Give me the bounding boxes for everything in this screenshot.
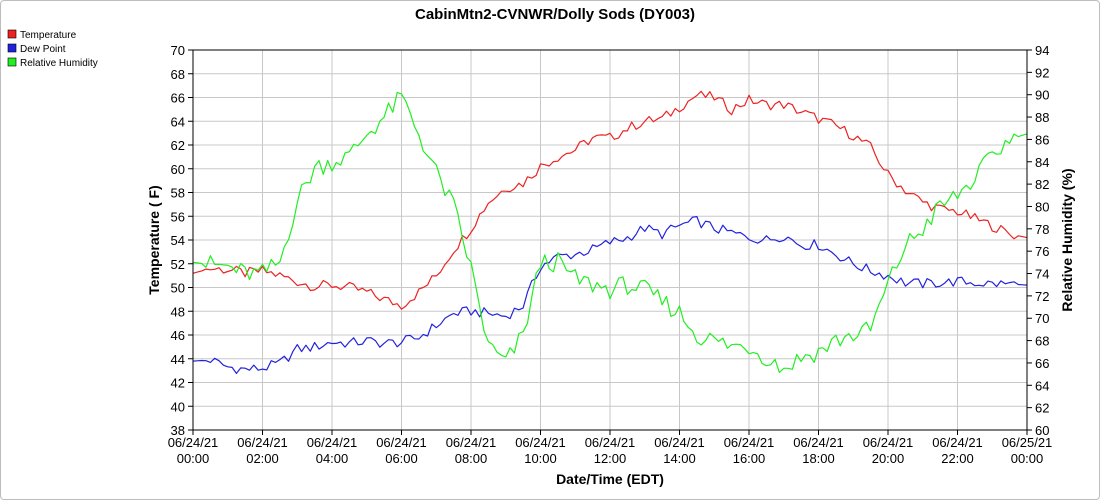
x-tick-time-label: 10:00 xyxy=(524,451,557,466)
legend-swatch xyxy=(7,43,17,53)
x-tick-date-label: 06/24/21 xyxy=(724,435,775,450)
y2-tick-label: 94 xyxy=(1035,43,1049,58)
x-tick-time-label: 20:00 xyxy=(872,451,905,466)
y-axis-title: Temperature ( F) xyxy=(146,185,162,294)
legend-label: Relative Humidity xyxy=(20,58,98,69)
y-tick-label: 38 xyxy=(171,423,185,438)
x-tick-time-label: 00:00 xyxy=(1011,451,1044,466)
y-tick-label: 68 xyxy=(171,67,185,82)
x-tick-date-label: 06/24/21 xyxy=(446,435,497,450)
x-tick-date-label: 06/25/21 xyxy=(1002,435,1053,450)
y-tick-label: 64 xyxy=(171,114,185,129)
x-tick-date-label: 06/24/21 xyxy=(168,435,219,450)
y-tick-label: 46 xyxy=(171,328,185,343)
legend-label: Temperature xyxy=(20,30,77,41)
legend-swatch xyxy=(7,29,17,39)
y-tick-label: 54 xyxy=(171,233,185,248)
y2-tick-label: 74 xyxy=(1035,267,1049,282)
x-tick-time-label: 22:00 xyxy=(941,451,974,466)
series-line-dew-point xyxy=(192,216,1028,374)
y2-tick-label: 86 xyxy=(1035,132,1049,147)
y-tick-label: 60 xyxy=(171,162,185,177)
x-tick-time-label: 00:00 xyxy=(177,451,210,466)
legend-swatch xyxy=(7,57,17,67)
y-tick-label: 58 xyxy=(171,186,185,201)
x-tick-date-label: 06/24/21 xyxy=(585,435,636,450)
x-tick-time-label: 12:00 xyxy=(594,451,627,466)
y2-tick-label: 60 xyxy=(1035,423,1049,438)
grid xyxy=(192,49,1028,431)
x-tick-date-label: 06/24/21 xyxy=(793,435,844,450)
x-tick-date-label: 06/24/21 xyxy=(237,435,288,450)
y-tick-label: 52 xyxy=(171,257,185,272)
y-tick-label: 62 xyxy=(171,138,185,153)
series-line-temperature xyxy=(192,90,1028,310)
x-tick-date-label: 06/24/21 xyxy=(376,435,427,450)
y-tick-label: 48 xyxy=(171,304,185,319)
y2-tick-label: 80 xyxy=(1035,199,1049,214)
y2-tick-label: 76 xyxy=(1035,244,1049,259)
y2-axis-title: Relative Humidity (%) xyxy=(1059,168,1075,311)
y-tick-label: 56 xyxy=(171,209,185,224)
x-tick-time-label: 18:00 xyxy=(802,451,835,466)
y-tick-label: 42 xyxy=(171,376,185,391)
y-tick-label: 50 xyxy=(171,281,185,296)
x-axis-title: Date/Time (EDT) xyxy=(556,471,664,487)
y-tick-label: 70 xyxy=(171,43,185,58)
x-tick-time-label: 14:00 xyxy=(663,451,696,466)
axes: 38 40 42 44 46 48 50 52 54 56 58 60 62 64 66 68 70 60 62 64… xyxy=(168,43,1053,466)
y-tick-label: 40 xyxy=(171,399,185,414)
y2-tick-label: 88 xyxy=(1035,110,1049,125)
legend-label: Dew Point xyxy=(20,44,66,55)
x-tick-time-label: 08:00 xyxy=(455,451,488,466)
y2-tick-label: 82 xyxy=(1035,177,1049,192)
legend: Temperature Dew Point Relative Humidity xyxy=(7,29,98,69)
y2-tick-label: 84 xyxy=(1035,155,1049,170)
y2-tick-label: 90 xyxy=(1035,88,1049,103)
x-tick-date-label: 06/24/21 xyxy=(515,435,566,450)
x-tick-time-label: 06:00 xyxy=(385,451,418,466)
plot-border xyxy=(192,49,1028,431)
chart-title: CabinMtn2-CVNWR/Dolly Sods (DY003) xyxy=(415,6,695,23)
x-tick-time-label: 02:00 xyxy=(246,451,279,466)
y2-tick-label: 92 xyxy=(1035,65,1049,80)
y2-tick-label: 78 xyxy=(1035,222,1049,237)
y2-tick-label: 62 xyxy=(1035,401,1049,416)
x-tick-date-label: 06/24/21 xyxy=(863,435,914,450)
y2-tick-label: 68 xyxy=(1035,334,1049,349)
x-tick-date-label: 06/24/21 xyxy=(654,435,705,450)
series-line-relative-humidity xyxy=(192,91,1028,373)
y2-tick-label: 66 xyxy=(1035,356,1049,371)
y2-tick-label: 72 xyxy=(1035,289,1049,304)
series-group xyxy=(192,90,1028,374)
y-tick-label: 66 xyxy=(171,91,185,106)
y2-tick-label: 70 xyxy=(1035,311,1049,326)
x-tick-time-label: 04:00 xyxy=(316,451,349,466)
x-tick-date-label: 06/24/21 xyxy=(307,435,358,450)
y2-tick-label: 64 xyxy=(1035,378,1049,393)
y-tick-label: 44 xyxy=(171,352,185,367)
x-tick-date-label: 06/24/21 xyxy=(932,435,983,450)
x-tick-time-label: 16:00 xyxy=(733,451,766,466)
